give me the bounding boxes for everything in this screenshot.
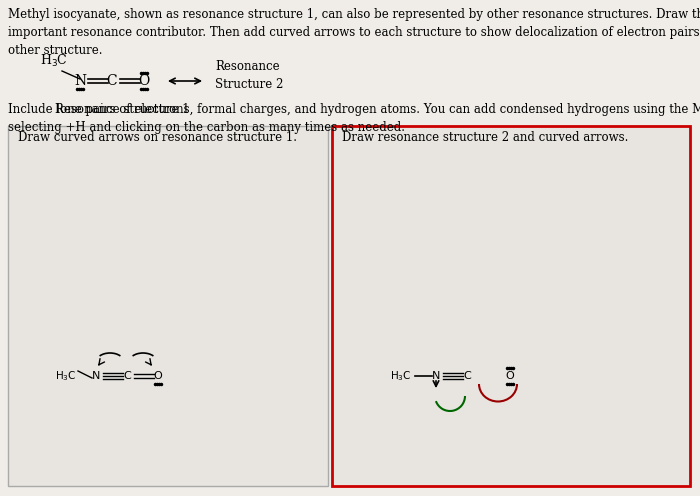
Text: N: N xyxy=(74,74,86,88)
Text: Resonance structure 1: Resonance structure 1 xyxy=(55,103,190,116)
Text: O: O xyxy=(505,371,514,381)
Text: H$_3$C: H$_3$C xyxy=(40,53,68,69)
Text: Resonance
Structure 2: Resonance Structure 2 xyxy=(215,61,284,91)
Text: H$_3$C: H$_3$C xyxy=(55,369,76,383)
Text: Draw curved arrows on resonance structure 1.: Draw curved arrows on resonance structur… xyxy=(18,131,297,144)
Text: O: O xyxy=(153,371,162,381)
Text: H$_3$C: H$_3$C xyxy=(390,369,412,383)
Text: O: O xyxy=(139,74,150,88)
FancyBboxPatch shape xyxy=(332,126,690,486)
Text: C: C xyxy=(123,371,131,381)
Text: Include lone pairs of electrons, formal charges, and hydrogen atoms. You can add: Include lone pairs of electrons, formal … xyxy=(8,103,700,134)
Text: C: C xyxy=(106,74,118,88)
FancyBboxPatch shape xyxy=(8,126,328,486)
Text: N: N xyxy=(432,371,440,381)
Text: C: C xyxy=(463,371,471,381)
Text: N: N xyxy=(92,371,100,381)
Text: Methyl isocyanate, shown as resonance structure 1, can also be represented by ot: Methyl isocyanate, shown as resonance st… xyxy=(8,8,700,57)
Text: Draw resonance structure 2 and curved arrows.: Draw resonance structure 2 and curved ar… xyxy=(342,131,629,144)
